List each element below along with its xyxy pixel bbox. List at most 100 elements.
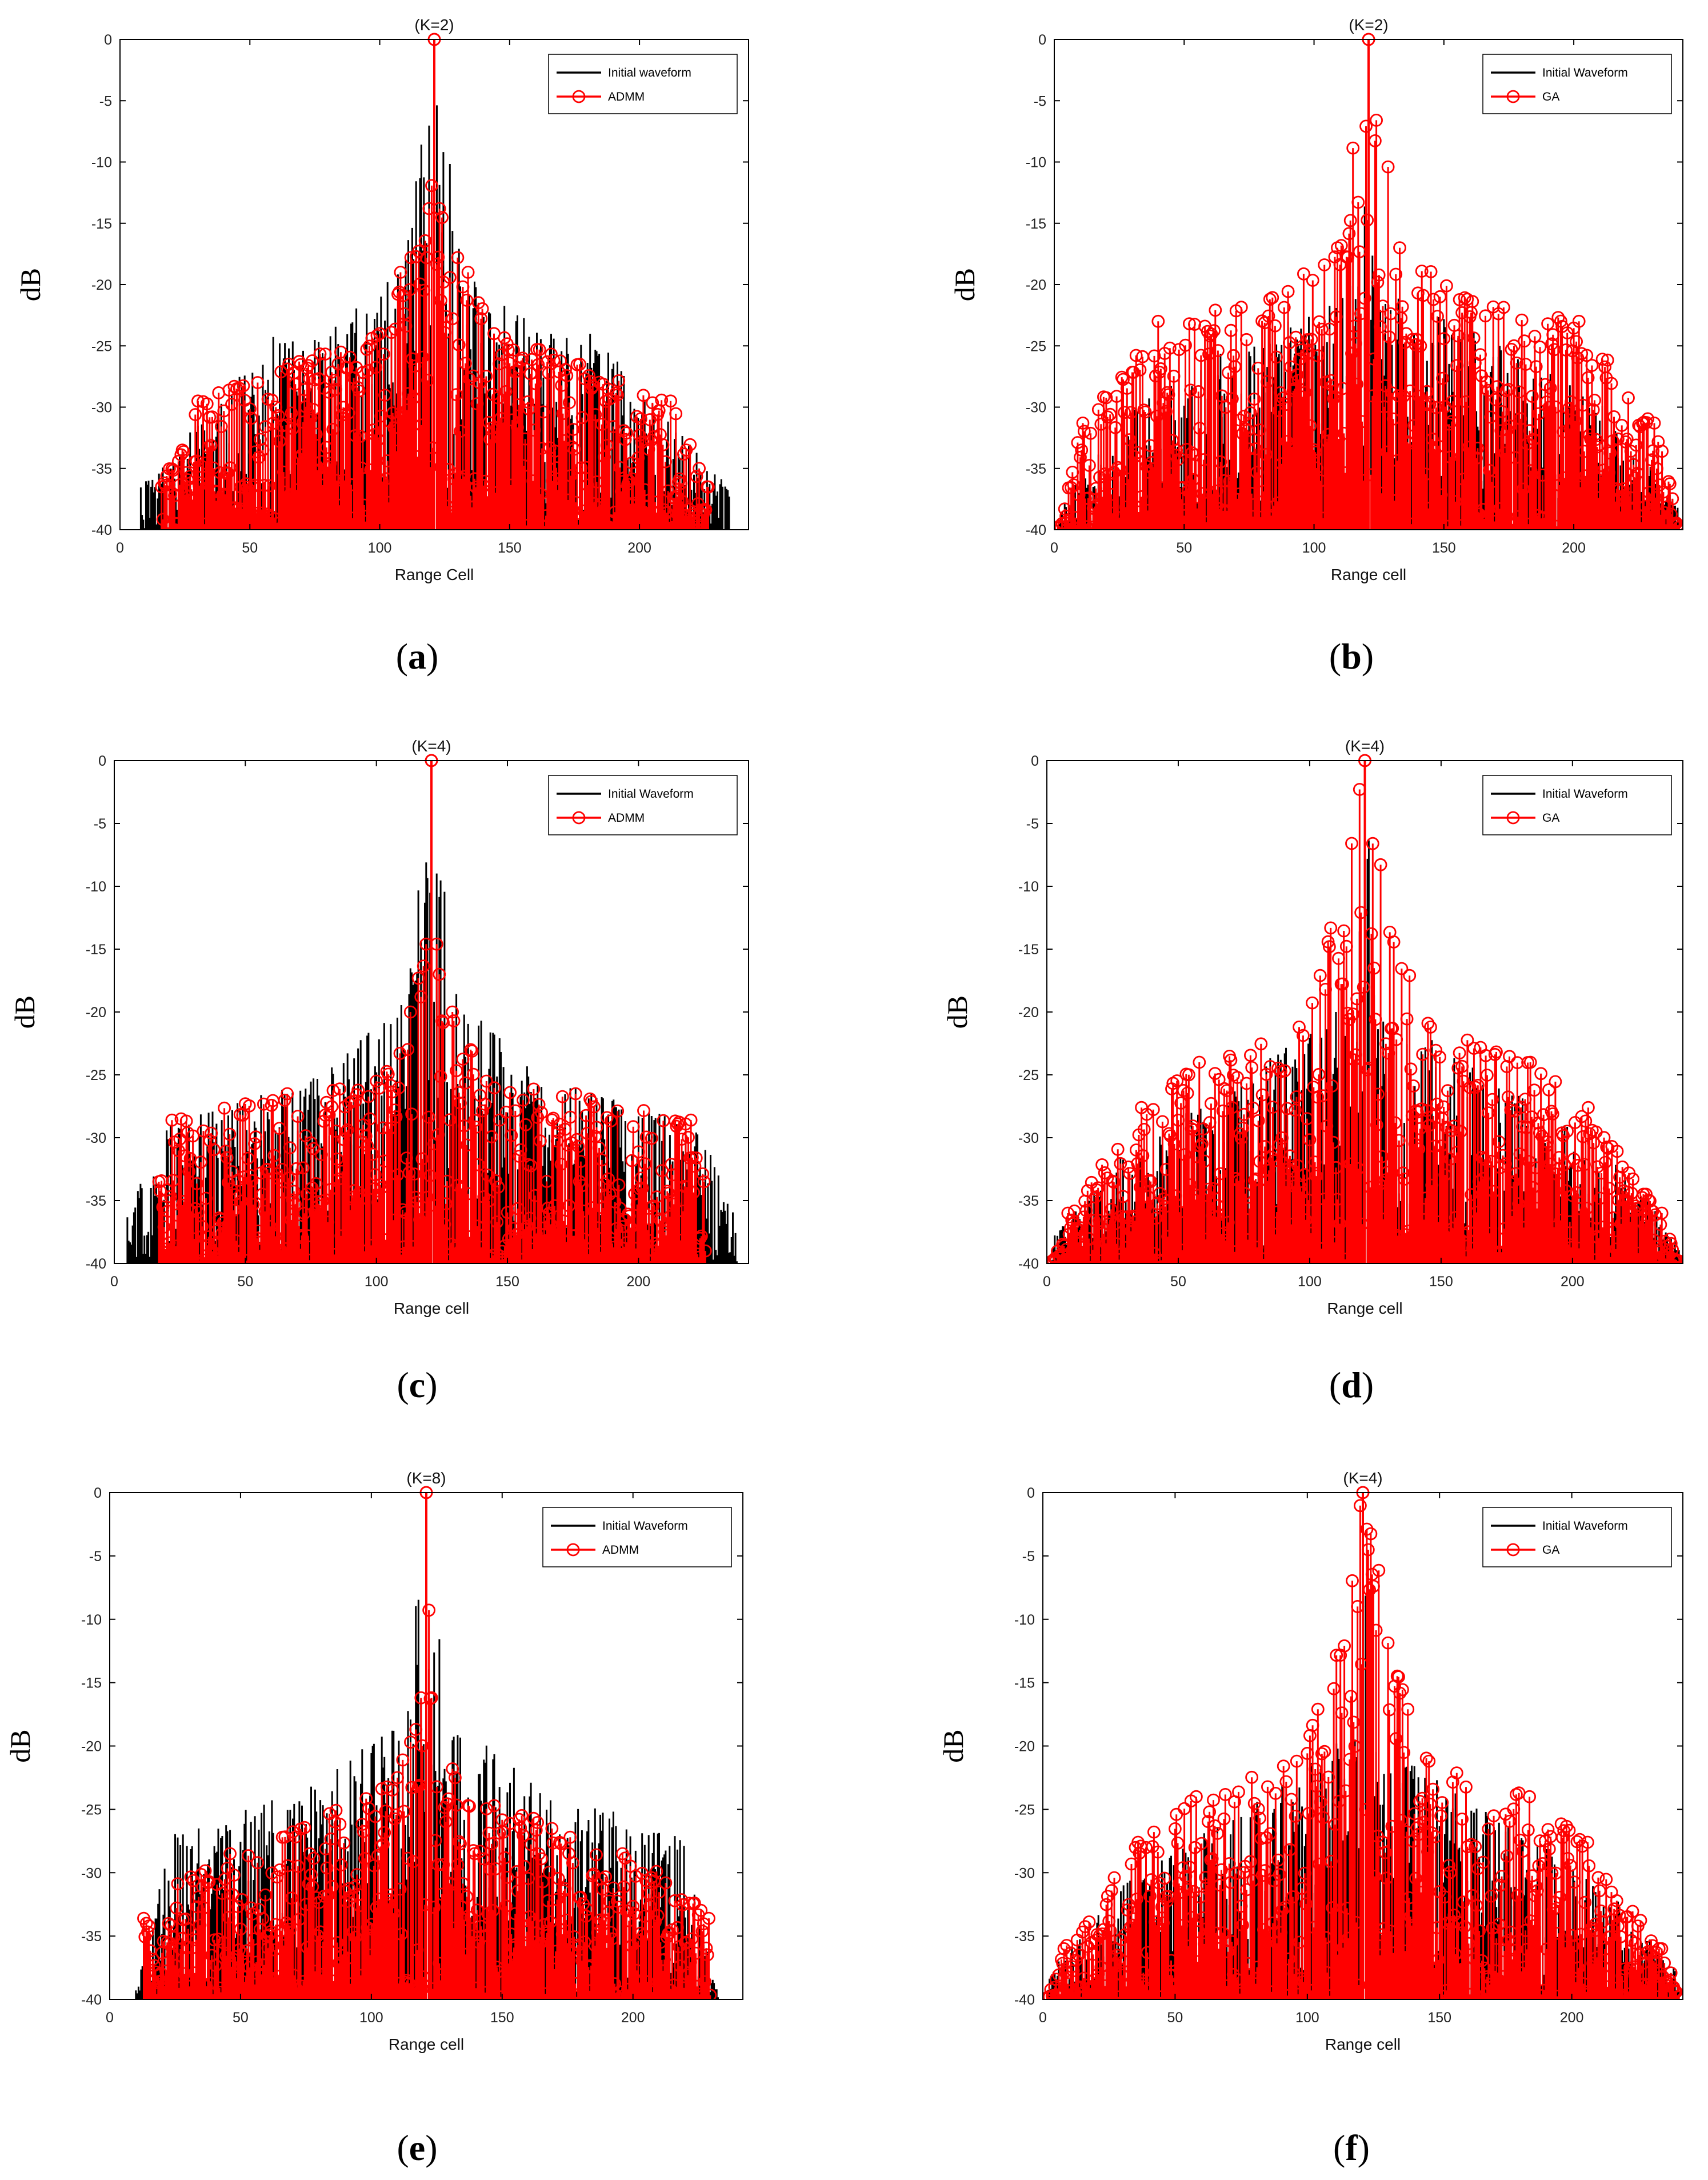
marker-point [1231,493,1244,506]
marker-point [407,1167,421,1181]
marker-point [1285,440,1299,454]
marker-point [1143,1889,1157,1903]
marker-point [1122,473,1135,486]
marker-point [1627,458,1641,471]
marker-point [1390,1033,1403,1046]
marker-point [1438,1890,1451,1904]
marker-point [401,1043,415,1057]
marker-point [1615,419,1629,432]
marker-point [1495,1870,1509,1883]
marker-point [1411,1827,1425,1841]
marker-point [671,1921,684,1934]
marker-point [1294,1180,1307,1194]
marker-point [1505,343,1518,356]
series-admm [155,179,715,530]
marker-point [231,1900,245,1914]
marker-point [1284,360,1298,374]
marker-point [1550,519,1563,530]
marker-point [1384,1925,1398,1938]
marker-point [1402,437,1415,450]
marker-point [273,1863,287,1877]
marker-point [173,1132,187,1146]
marker-point [387,1906,401,1920]
marker-point [604,1926,618,1939]
marker-point [1347,1715,1361,1729]
marker-point [379,472,393,486]
marker-point [1462,1225,1475,1239]
y-tick-label: -5 [99,93,112,109]
marker-point [1582,1859,1596,1873]
marker-point [535,1106,548,1119]
marker-point [1295,1186,1309,1199]
marker-point [1305,333,1318,346]
marker-point [1171,453,1185,466]
marker-point [1367,1579,1380,1593]
marker-point [282,1171,295,1185]
marker-point [411,1780,425,1794]
marker-point [1181,484,1195,498]
marker-point [619,1904,633,1918]
marker-point [372,1081,386,1095]
marker-point [392,1081,406,1095]
marker-point [1593,438,1606,451]
marker-point [1071,436,1085,449]
marker-point [1205,327,1218,341]
marker-point [1436,371,1449,385]
marker-point [1581,371,1595,385]
marker-point [531,1815,544,1829]
marker-point [1251,1802,1265,1815]
marker-point [1501,1090,1515,1104]
marker-point [1631,466,1644,480]
marker-point [1294,1971,1307,1985]
marker-point [1526,1181,1540,1194]
y-tick-label: -20 [81,1739,102,1755]
marker-point [229,501,242,515]
marker-point [1234,1131,1248,1145]
marker-point [527,1811,541,1825]
marker-point [1186,1911,1199,1925]
marker-point [1047,1989,1060,1999]
marker-point [1366,837,1379,850]
marker-point [1051,1989,1064,1999]
marker-point [326,423,340,436]
marker-point [1579,1985,1593,1999]
marker-point [659,1229,673,1242]
marker-point [442,1253,455,1263]
marker-point [1109,1217,1122,1230]
x-axis-label: Range cell [1325,2035,1401,2053]
marker-point [449,1771,462,1785]
marker-point [645,434,658,447]
marker-point [1586,403,1600,417]
marker-point [334,1858,348,1872]
marker-point [1415,265,1429,278]
legend-label-optimized: ADMM [602,1543,639,1557]
panel-caption: (d) [1329,1365,1374,1405]
y-axis-label: dB [949,268,981,301]
y-tick-label: 0 [104,32,112,48]
marker-point [435,211,449,225]
marker-point [169,1239,183,1253]
marker-point [1427,1139,1441,1153]
marker-point [1407,1079,1421,1093]
marker-point [567,1930,581,1943]
marker-point [1477,1171,1490,1185]
marker-point [353,1186,366,1199]
marker-point [1190,502,1204,515]
marker-point [402,1166,416,1179]
marker-point [341,1951,354,1965]
marker-point [393,1882,407,1896]
y-axis-label: dB [9,995,41,1029]
marker-point [1202,1182,1215,1196]
marker-point [524,1838,538,1851]
marker-point [383,415,397,429]
marker-point [641,1975,654,1989]
marker-point [1437,1990,1450,1999]
marker-point [1154,362,1167,375]
marker-point [451,251,465,265]
chart-panel-e: 0-5-10-15-20-25-30-35-400 50 100 150 200(K=8… [4,1469,743,2168]
marker-point [392,1977,406,1990]
marker-point [1335,977,1349,991]
marker-point [1230,1071,1244,1084]
marker-point [438,1801,451,1814]
